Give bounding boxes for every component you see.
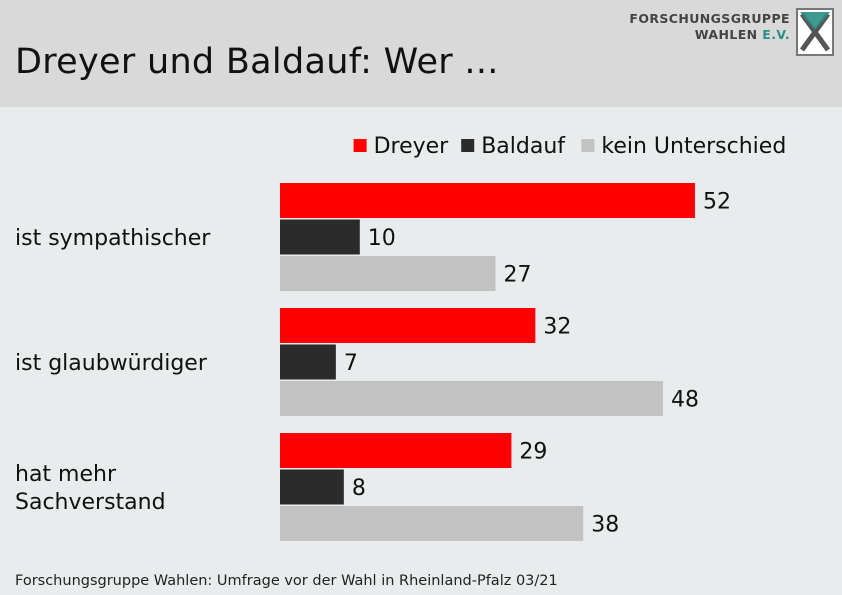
- bar-baldauf-2: [280, 344, 336, 380]
- legend-swatch-baldauf: [461, 139, 475, 152]
- ballot-cross-icon: [796, 8, 834, 56]
- logo-line-2-accent: E.V.: [762, 27, 790, 42]
- bar-kein-unterschied-1: [280, 256, 496, 291]
- category-label-1: ist sympathischer: [15, 226, 211, 251]
- legend-label-kein-unterschied: kein Unterschied: [601, 134, 786, 159]
- bar-baldauf-3: [280, 469, 344, 505]
- category-label-3-line-1: hat mehr: [15, 462, 117, 487]
- legend-swatch-dreyer: [353, 139, 367, 152]
- value-label-kein-unterschied-2: 48: [671, 388, 699, 413]
- value-label-baldauf-1: 10: [368, 226, 396, 251]
- logo-line-1: FORSCHUNGSGRUPPE: [629, 11, 790, 26]
- bar-chart: kein Unterschied Baldauf Dreyer 52 10 27 ist s…: [15, 134, 786, 541]
- legend-label-baldauf: Baldauf: [481, 134, 566, 159]
- category-label-3-line-2: Sachverstand: [15, 490, 166, 515]
- value-label-dreyer-1: 52: [703, 190, 731, 215]
- value-label-kein-unterschied-1: 27: [503, 263, 531, 288]
- value-label-baldauf-3: 8: [352, 476, 366, 501]
- bar-dreyer-2: [280, 308, 536, 343]
- value-label-dreyer-3: 29: [519, 440, 547, 465]
- bar-dreyer-1: [280, 183, 695, 218]
- logo: FORSCHUNGSGRUPPE WAHLEN E.V.: [629, 8, 834, 56]
- value-label-dreyer-2: 32: [543, 315, 571, 340]
- bar-kein-unterschied-3: [280, 506, 584, 541]
- bar-baldauf-1: [280, 219, 360, 255]
- legend-swatch-kein-unterschied: [581, 139, 595, 152]
- value-label-kein-unterschied-3: 38: [591, 513, 619, 538]
- category-label-2: ist glaubwürdiger: [15, 351, 208, 376]
- logo-wordmark: FORSCHUNGSGRUPPE WAHLEN E.V.: [629, 11, 790, 43]
- source-note: Forschungsgruppe Wahlen: Umfrage vor der…: [15, 573, 558, 589]
- legend-label-dreyer: Dreyer: [374, 134, 450, 159]
- logo-line-2-main: WAHLEN: [694, 27, 758, 42]
- header-band: Dreyer und Baldauf: Wer ... FORSCHUNGSGR…: [0, 0, 842, 107]
- bar-kein-unterschied-2: [280, 381, 664, 416]
- chart-title: Dreyer und Baldauf: Wer ...: [15, 42, 499, 82]
- logo-line-2: WAHLEN E.V.: [629, 27, 790, 43]
- bar-dreyer-3: [280, 433, 512, 468]
- value-label-baldauf-2: 7: [344, 351, 358, 376]
